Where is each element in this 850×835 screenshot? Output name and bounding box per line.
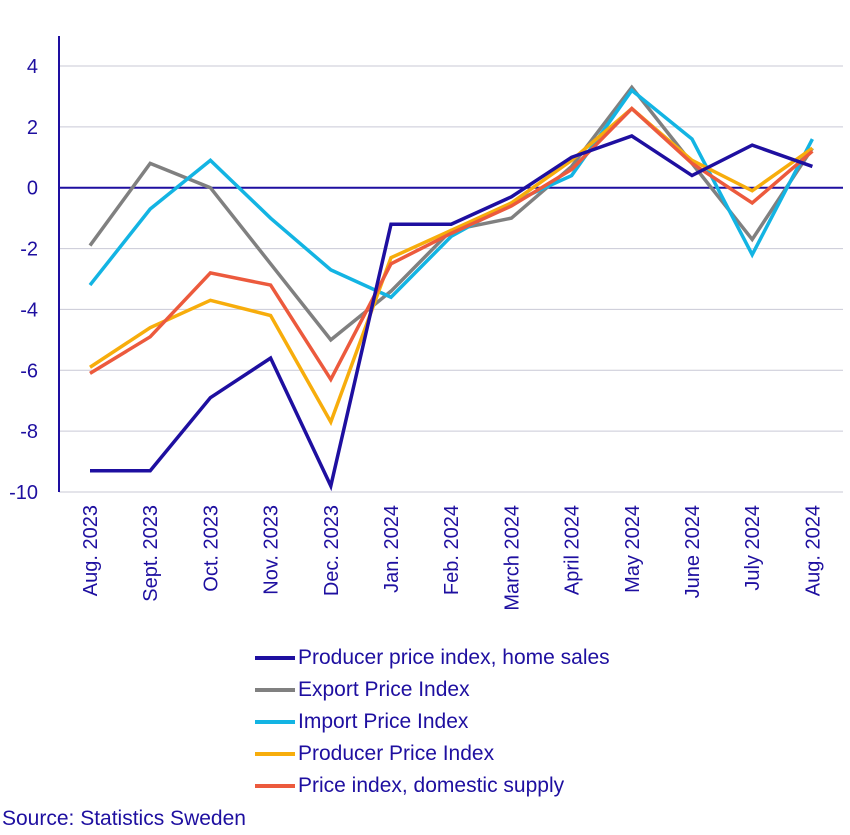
legend-label: Price index, domestic supply	[298, 774, 565, 797]
grid-lines	[59, 65, 843, 493]
y-tick-label: -10	[9, 482, 38, 504]
source-note: Source: Statistics Sweden	[2, 807, 246, 830]
x-tick-label: Oct. 2023	[200, 505, 222, 592]
legend-label: Export Price Index	[298, 678, 470, 701]
series-line-producer-price-index	[89, 106, 814, 427]
series-line-export-price-index	[88, 84, 814, 343]
legend-swatch	[255, 656, 295, 660]
y-tick-label: -4	[20, 299, 38, 321]
legend-item: Producer price index, home sales	[255, 642, 610, 674]
legend-swatch	[255, 752, 295, 756]
x-tick-label: March 2024	[501, 505, 523, 611]
legend-item: Export Price Index	[255, 674, 610, 706]
legend-item: Import Price Index	[255, 706, 610, 738]
x-tick-label: July 2024	[742, 505, 764, 591]
line-chart: 4 2 0 -2 -4 -6 -8 -10 Aug. 2023 Sept. 2023 Oct. 2…	[9, 36, 843, 611]
x-tick-label: Aug. 2023	[80, 505, 102, 596]
x-tick-label: Feb. 2024	[441, 505, 463, 595]
x-tick-label: Jan. 2024	[381, 505, 403, 593]
series-line-import-price-index	[88, 87, 814, 300]
legend-swatch	[255, 688, 295, 692]
y-tick-label: -8	[20, 421, 38, 443]
series-line-price-index-domestic-supply	[89, 106, 814, 383]
legend-swatch	[255, 784, 295, 788]
legend-item: Producer Price Index	[255, 738, 610, 770]
y-tick-label: -2	[20, 239, 38, 261]
legend-item: Price index, domestic supply	[255, 770, 610, 802]
x-tick-label: Aug. 2024	[802, 505, 824, 596]
legend-label: Import Price Index	[298, 710, 469, 733]
x-tick-label: Sept. 2023	[140, 505, 162, 602]
x-tick-label: June 2024	[682, 505, 704, 598]
legend-label: Producer Price Index	[298, 742, 495, 765]
y-tick-label: 4	[27, 56, 38, 78]
x-tick-label: May 2024	[622, 505, 644, 593]
x-tick-label: Nov. 2023	[261, 505, 283, 595]
series-line-producer-price-index-home-sales	[90, 134, 813, 492]
legend: Producer price index, home sales Export P…	[255, 642, 610, 802]
y-tick-label: -6	[20, 360, 38, 382]
x-tick-label: Dec. 2023	[321, 505, 343, 596]
y-tick-label: 0	[27, 178, 38, 200]
x-axis-tick-labels: Aug. 2023 Sept. 2023 Oct. 2023 Nov. 2023 Dec…	[80, 505, 824, 611]
x-tick-label: April 2024	[562, 505, 584, 595]
y-tick-label: 2	[27, 117, 38, 139]
legend-swatch	[255, 720, 295, 724]
legend-label: Producer price index, home sales	[298, 646, 610, 669]
series-lines	[88, 84, 814, 492]
y-axis-tick-labels: 4 2 0 -2 -4 -6 -8 -10	[9, 56, 38, 504]
